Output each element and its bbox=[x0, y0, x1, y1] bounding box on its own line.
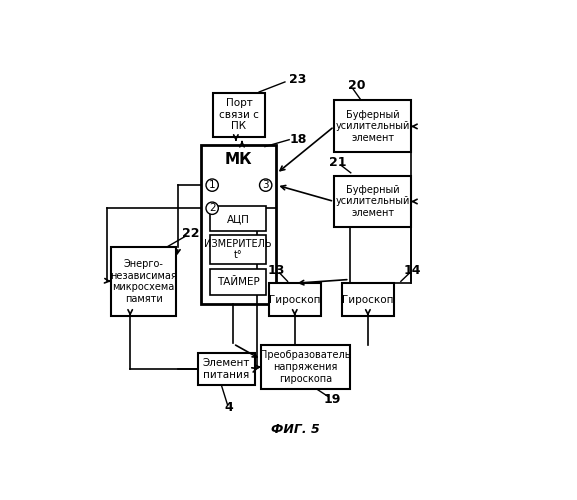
FancyBboxPatch shape bbox=[334, 100, 411, 152]
Text: Буферный
усилительный
элемент: Буферный усилительный элемент bbox=[335, 185, 410, 218]
Text: 1: 1 bbox=[209, 180, 215, 190]
Text: 4: 4 bbox=[224, 401, 234, 414]
FancyBboxPatch shape bbox=[111, 246, 177, 316]
FancyBboxPatch shape bbox=[201, 144, 276, 304]
FancyBboxPatch shape bbox=[210, 235, 266, 264]
Text: 3: 3 bbox=[263, 180, 269, 190]
FancyBboxPatch shape bbox=[261, 345, 350, 389]
FancyBboxPatch shape bbox=[210, 268, 266, 295]
FancyBboxPatch shape bbox=[197, 352, 255, 386]
FancyBboxPatch shape bbox=[342, 284, 394, 316]
Text: 18: 18 bbox=[290, 133, 308, 146]
FancyBboxPatch shape bbox=[269, 284, 321, 316]
Text: ИЗМЕРИТЕЛЬ
t°: ИЗМЕРИТЕЛЬ t° bbox=[204, 239, 272, 260]
Text: Гироскоп: Гироскоп bbox=[342, 294, 394, 304]
Text: 19: 19 bbox=[324, 393, 341, 406]
FancyBboxPatch shape bbox=[210, 206, 266, 232]
Text: ФИГ. 5: ФИГ. 5 bbox=[271, 423, 320, 436]
FancyBboxPatch shape bbox=[213, 92, 265, 137]
Text: Преобразователь
напряжения
гироскопа: Преобразователь напряжения гироскопа bbox=[260, 350, 351, 384]
Text: Элемент
питания: Элемент питания bbox=[203, 358, 250, 380]
Text: ТАЙМЕР: ТАЙМЕР bbox=[217, 277, 260, 287]
Text: 14: 14 bbox=[404, 264, 422, 277]
Text: 13: 13 bbox=[268, 264, 285, 277]
Text: 2: 2 bbox=[209, 203, 215, 213]
Text: Порт
связи с
ПК: Порт связи с ПК bbox=[219, 98, 259, 132]
Text: 23: 23 bbox=[289, 72, 306, 86]
Circle shape bbox=[206, 202, 218, 214]
Circle shape bbox=[206, 179, 218, 192]
Text: 20: 20 bbox=[348, 80, 365, 92]
Text: 21: 21 bbox=[329, 156, 347, 170]
Text: Гироскоп: Гироскоп bbox=[269, 294, 320, 304]
Text: 22: 22 bbox=[182, 227, 200, 240]
Text: МК: МК bbox=[225, 152, 253, 168]
Text: Энерго-
независимая
микросхема
памяти: Энерго- независимая микросхема памяти bbox=[110, 259, 177, 304]
FancyBboxPatch shape bbox=[334, 176, 411, 228]
Text: Буферный
усилительный
элемент: Буферный усилительный элемент bbox=[335, 110, 410, 143]
Circle shape bbox=[260, 179, 272, 192]
Text: АЦП: АЦП bbox=[227, 214, 250, 224]
